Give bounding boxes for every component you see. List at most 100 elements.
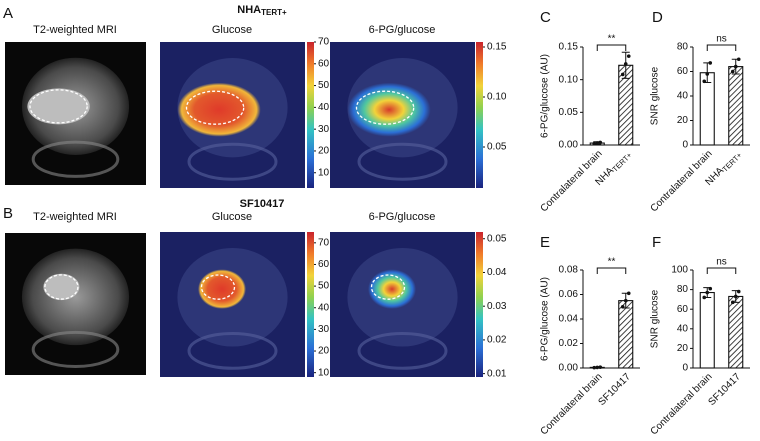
data-point bbox=[708, 61, 713, 65]
significance-label: ** bbox=[608, 257, 616, 268]
y-tick-label: 0 bbox=[682, 363, 688, 374]
y-tick-label: 0.08 bbox=[559, 265, 579, 276]
bar bbox=[728, 295, 744, 369]
colorbar-tick-label: 10 bbox=[318, 367, 330, 378]
y-axis-label: 6-PG/glucose (AU) bbox=[540, 54, 551, 138]
data-point bbox=[592, 141, 597, 146]
significance-label: ** bbox=[608, 34, 616, 45]
skull-lower bbox=[187, 142, 278, 181]
data-point bbox=[736, 289, 741, 294]
colorbar bbox=[307, 42, 314, 188]
bar bbox=[699, 72, 715, 146]
bar bbox=[728, 66, 744, 146]
colorbar-tick-label: 70 bbox=[318, 237, 330, 248]
significance-label: ns bbox=[716, 257, 727, 268]
y-tick-label: 0.04 bbox=[559, 314, 579, 325]
colorbar-tick-label: 0.05 bbox=[487, 142, 507, 153]
colorbar-tick-label: 0.02 bbox=[487, 335, 507, 346]
bar bbox=[618, 300, 634, 369]
data-point bbox=[626, 291, 631, 296]
brain bbox=[21, 248, 130, 346]
x-tick-label-sub: TERT+ bbox=[720, 150, 744, 174]
column-label: 6-PG/glucose bbox=[369, 24, 436, 36]
roi-outline bbox=[200, 274, 236, 300]
panel-label: E bbox=[540, 234, 550, 251]
y-tick-label: 0.06 bbox=[559, 289, 579, 300]
roi-outline bbox=[44, 274, 79, 300]
colorbar-tick-label: 40 bbox=[318, 302, 330, 313]
x-tick-label: Contralateral brain bbox=[648, 371, 714, 437]
colorbar-tick-label: 0.01 bbox=[487, 368, 507, 379]
y-tick-label: 40 bbox=[677, 323, 689, 334]
x-tick-label: SF10417 bbox=[596, 371, 633, 408]
data-point bbox=[702, 295, 707, 300]
significance-bracket bbox=[596, 44, 627, 51]
data-point bbox=[708, 286, 713, 291]
heat bbox=[177, 82, 261, 137]
row-title: NHATERT+ bbox=[237, 4, 287, 17]
data-point bbox=[623, 298, 628, 303]
column-label: Glucose bbox=[212, 211, 252, 223]
column-label: Glucose bbox=[212, 24, 252, 36]
data-point bbox=[730, 300, 735, 305]
colorbar-tick-label: 20 bbox=[318, 146, 330, 157]
column-label: T2-weighted MRI bbox=[33, 211, 117, 223]
row-title-main: SF10417 bbox=[240, 198, 285, 210]
data-point bbox=[733, 294, 738, 299]
colorbar-tick-label: 0.10 bbox=[487, 92, 507, 103]
data-point bbox=[626, 54, 631, 58]
y-tick-label: 20 bbox=[677, 115, 689, 126]
x-tick-label: SF10417 bbox=[706, 371, 743, 408]
heat bbox=[198, 269, 246, 309]
skull-lower bbox=[31, 330, 120, 368]
y-tick-label: 0.02 bbox=[559, 338, 579, 349]
y-tick-label: 0.15 bbox=[559, 42, 579, 53]
panel-label: A bbox=[3, 5, 13, 22]
row-title-main: NHA bbox=[237, 4, 261, 16]
y-tick-label: 0.10 bbox=[559, 74, 579, 85]
panel-label: B bbox=[3, 205, 13, 222]
y-tick-label: 0 bbox=[682, 140, 688, 151]
data-point bbox=[623, 62, 628, 66]
colorbar-tick-label: 60 bbox=[318, 58, 330, 69]
colorbar-tick-label: 0.05 bbox=[487, 233, 507, 244]
y-tick-label: 0.00 bbox=[559, 140, 579, 151]
x-tick-label-main: SF10417 bbox=[706, 371, 743, 408]
colorbar-tick-label: 0.15 bbox=[487, 42, 507, 53]
x-tick-label-sub: TERT+ bbox=[610, 150, 634, 174]
data-point bbox=[592, 365, 597, 370]
x-tick-label-main: Contralateral brain bbox=[538, 371, 604, 437]
data-point bbox=[598, 140, 603, 145]
column-label: 6-PG/glucose bbox=[369, 211, 436, 223]
colorbar-tick-label: 0.03 bbox=[487, 301, 507, 312]
data-point bbox=[733, 64, 738, 69]
skull-lower bbox=[357, 332, 448, 370]
row-title-sub: TERT+ bbox=[261, 8, 287, 17]
y-tick-label: 40 bbox=[677, 91, 689, 102]
y-axis-label: SNR glucose bbox=[650, 289, 661, 348]
roi-outline bbox=[355, 90, 415, 125]
colorbar-tick-label: 30 bbox=[318, 324, 330, 335]
skull-lower bbox=[31, 140, 120, 178]
panel-label: C bbox=[540, 9, 551, 26]
colorbar-tick-label: 40 bbox=[318, 102, 330, 113]
y-tick-label: 0.00 bbox=[559, 363, 579, 374]
colorbar-tick-label: 70 bbox=[318, 37, 330, 48]
x-tick-label: Contralateral brain bbox=[538, 371, 604, 437]
data-point bbox=[705, 290, 710, 295]
x-tick-label-main: SF10417 bbox=[596, 371, 633, 408]
y-axis-label: 6-PG/glucose (AU) bbox=[540, 277, 551, 361]
roi-outline bbox=[185, 90, 245, 125]
colorbar-tick-label: 50 bbox=[318, 281, 330, 292]
heat bbox=[368, 269, 416, 309]
y-axis-label: SNR glucose bbox=[650, 66, 661, 125]
panel-label: D bbox=[652, 9, 663, 26]
significance-bracket bbox=[706, 267, 737, 274]
row-title: SF10417 bbox=[240, 198, 285, 210]
heat bbox=[347, 82, 431, 137]
colorbar-tick-label: 0.04 bbox=[487, 267, 507, 278]
data-point bbox=[595, 141, 600, 145]
y-tick-label: 100 bbox=[671, 265, 688, 276]
